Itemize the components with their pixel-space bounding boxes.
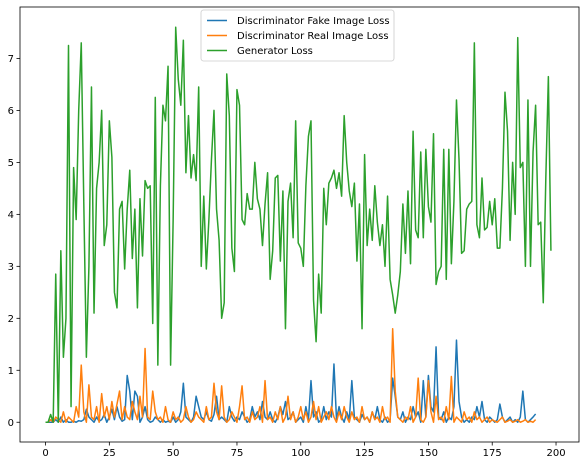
y-tick-label: 3	[8, 262, 14, 273]
x-tick-label: 100	[291, 448, 310, 459]
x-tick-label: 0	[42, 448, 48, 459]
y-tick-label: 1	[8, 366, 14, 377]
y-tick-label: 5	[8, 158, 14, 169]
legend-label: Generator Loss	[237, 46, 313, 57]
legend-label: Discriminator Fake Image Loss	[237, 16, 390, 27]
legend-box	[200, 9, 395, 62]
y-axis: 0 1 2 3 4 5 6 7	[8, 54, 20, 429]
legend-label: Discriminator Real Image Loss	[237, 31, 389, 42]
series-layer	[45, 26, 552, 423]
x-tick-label: 150	[419, 448, 438, 459]
x-axis: 0 25 50 75 100 125 150 175 200	[42, 442, 566, 459]
x-tick-label: 125	[355, 448, 374, 459]
y-tick-label: 7	[8, 54, 14, 65]
x-tick-label: 75	[231, 448, 244, 459]
x-tick-label: 50	[167, 448, 180, 459]
series-line	[45, 327, 537, 423]
x-tick-label: 25	[103, 448, 116, 459]
y-tick-label: 0	[8, 418, 14, 429]
x-tick-label: 200	[546, 448, 565, 459]
y-tick-label: 4	[8, 210, 14, 221]
y-tick-label: 2	[8, 314, 14, 325]
x-tick-label: 175	[483, 448, 502, 459]
y-tick-label: 6	[8, 106, 14, 117]
series-line	[45, 26, 552, 423]
legend: Discriminator Fake Image Loss Discrimina…	[200, 9, 395, 62]
plot-frame	[19, 6, 580, 443]
